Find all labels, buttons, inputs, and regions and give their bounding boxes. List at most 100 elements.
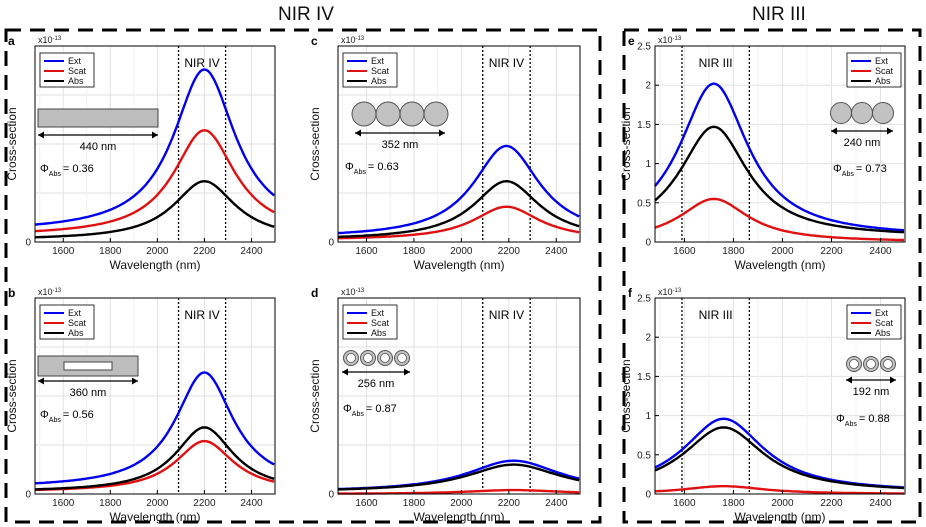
series-line-abs (35, 426, 275, 491)
nanosphere-shape (351, 101, 377, 127)
x-tick-label: 2400 (545, 498, 568, 509)
size-arrowhead-left (342, 368, 348, 376)
nanorod-shape (37, 108, 159, 128)
legend-label-abs: Abs (371, 328, 387, 338)
size-arrowhead-left (38, 377, 44, 385)
x-tick-label: 2200 (820, 498, 843, 509)
phi-subscript: Abs (845, 421, 858, 428)
x-tick-label: 1600 (52, 246, 75, 257)
x-tick-label: 2400 (869, 498, 892, 509)
series-line-abs (338, 463, 580, 491)
x-tick-label: 2000 (450, 246, 473, 257)
legend-label-ext: Ext (875, 308, 889, 318)
y-tick-label: 0.5 (637, 198, 651, 209)
plot-frame (34, 45, 276, 243)
x-tick-label: 1800 (722, 498, 745, 509)
plot-frame (34, 297, 276, 495)
x-tick-label: 2400 (240, 498, 263, 509)
x-axis-label: Wavelength (nm) (414, 510, 505, 524)
y-axis-label: Cross-section (5, 359, 19, 432)
chart-panel-b: NIR IV 1600 1800 2000 2200 2400 0 Wavelength (n… (5, 286, 276, 524)
y-tick-label: 0 (328, 490, 334, 501)
x-tick-label: 2200 (498, 246, 521, 257)
series-line-scat (34, 129, 275, 233)
legend-label-ext: Ext (371, 308, 385, 318)
y-axis-label: Cross-section (5, 107, 19, 180)
phi-symbol: Φ (40, 409, 49, 421)
size-label: 256 nm (358, 378, 395, 390)
y-multiplier-exponent: -13 (673, 36, 682, 42)
nanoshell-core (397, 353, 407, 363)
x-axis-label: Wavelength (nm) (110, 510, 201, 524)
x-tick-label: 2000 (146, 498, 169, 509)
phi-abs-value: = 0.87 (366, 403, 397, 415)
nanoshell-core (866, 359, 876, 369)
chart-panel-d: NIR IV 1600 1800 2000 2200 2400 0 Wavelength (n… (308, 286, 581, 524)
legend-label-abs: Abs (68, 328, 84, 338)
y-tick-label: 1 (645, 411, 651, 422)
y-axis-label: Cross-section (308, 107, 322, 180)
nanosphere-shape (399, 101, 425, 127)
x-tick-label: 1600 (673, 498, 696, 509)
plot-frame (337, 45, 581, 243)
y-axis-label: Cross-section (619, 107, 633, 180)
phi-symbol: Φ (345, 161, 354, 173)
phi-subscript: Abs (842, 171, 855, 178)
size-arrowhead-left (846, 376, 852, 384)
chart-panel-f: NIR III 1600 1800 2000 2200 2400 0 0.5 1 1.5 2 2.5 W… (619, 286, 906, 524)
x-tick-label: 2000 (771, 498, 794, 509)
x-tick-label: 1800 (403, 246, 426, 257)
y-tick-label: 2 (645, 81, 651, 92)
nir-band-label: NIR IV (489, 308, 524, 322)
phi-abs-value: = 0.73 (856, 163, 887, 175)
panel-letter-a: a (8, 34, 15, 48)
x-tick-label: 1600 (52, 498, 75, 509)
nir-band-label: NIR III (699, 308, 733, 322)
x-tick-label: 1600 (355, 498, 378, 509)
y-multiplier-base: x10 (341, 35, 356, 45)
nanosphere-shape (375, 101, 401, 127)
phi-abs-label: ΦAbs = 0.87 (343, 403, 397, 418)
nir-band-label: NIR IV (489, 56, 524, 70)
size-label: 440 nm (80, 141, 117, 153)
size-arrowhead-right (152, 131, 158, 139)
phi-abs-label: ΦAbs = 0.36 (40, 163, 94, 178)
nir-iii-frame (622, 28, 922, 524)
x-tick-label: 1800 (403, 498, 426, 509)
y-tick-label: 2.5 (637, 294, 651, 305)
legend-label-ext: Ext (371, 56, 385, 66)
size-label: 192 nm (853, 386, 890, 398)
panel-letter-d: d (311, 286, 318, 300)
series-line-abs (654, 125, 905, 234)
y-multiplier-exponent: -13 (53, 288, 62, 294)
y-axis-label: Cross-section (619, 359, 633, 432)
y-multiplier: x10-13 (341, 35, 365, 45)
x-tick-label: 2200 (498, 498, 521, 509)
header-nir-iii: NIR III (752, 4, 806, 25)
nanoshell-core (346, 353, 356, 363)
x-tick-label: 2000 (450, 498, 473, 509)
series-line-abs (34, 179, 275, 239)
series-line-abs (654, 426, 905, 490)
y-multiplier-exponent: -13 (356, 288, 365, 294)
legend-label-scat: Scat (875, 66, 894, 76)
x-tick-label: 2400 (545, 246, 568, 257)
series-line-scat (654, 197, 904, 242)
series-line-scat (338, 205, 580, 240)
y-tick-label: 1.5 (637, 372, 651, 383)
size-label: 352 nm (382, 139, 419, 151)
y-multiplier: x10-13 (658, 287, 682, 297)
size-arrowhead-left (355, 129, 361, 137)
x-tick-label: 2400 (240, 246, 263, 257)
y-tick-label: 0 (645, 490, 651, 501)
nanoshell-core (363, 353, 373, 363)
size-label: 360 nm (70, 387, 107, 399)
series-line-ext (34, 68, 275, 226)
phi-abs-value: = 0.63 (368, 161, 399, 173)
chart-panel-e: NIR III 1600 1800 2000 2200 2400 0 0.5 1 1.5 2 2.5 W… (619, 34, 906, 272)
legend-label-ext: Ext (68, 56, 82, 66)
nir-iv-frame (4, 28, 602, 524)
panel-letter-f: f (628, 286, 633, 300)
y-multiplier-base: x10 (341, 287, 356, 297)
y-tick-label: 1.5 (637, 120, 651, 131)
